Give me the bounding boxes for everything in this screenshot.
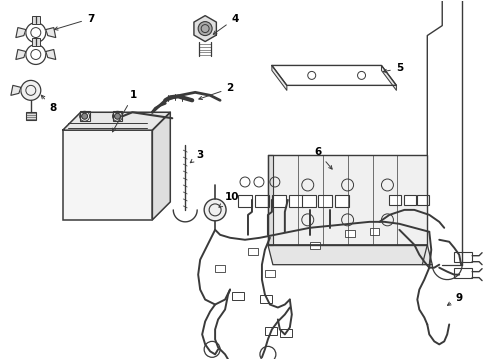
Text: 7: 7	[54, 14, 94, 30]
Bar	[232, 292, 244, 300]
Bar	[317, 195, 331, 207]
Polygon shape	[11, 85, 21, 95]
Polygon shape	[194, 15, 216, 41]
Polygon shape	[271, 66, 286, 90]
Polygon shape	[271, 66, 396, 85]
Polygon shape	[46, 28, 56, 37]
Polygon shape	[152, 112, 170, 220]
Bar	[254, 195, 268, 207]
Text: 8: 8	[41, 95, 56, 113]
Bar	[369, 228, 379, 235]
Bar	[260, 294, 271, 302]
Text: 4: 4	[213, 14, 238, 34]
Polygon shape	[62, 112, 170, 130]
Polygon shape	[267, 155, 427, 245]
Polygon shape	[267, 155, 272, 245]
Polygon shape	[46, 50, 56, 59]
Polygon shape	[16, 28, 26, 37]
Bar	[309, 242, 319, 249]
Polygon shape	[381, 66, 396, 90]
Text: 3: 3	[190, 150, 203, 163]
Bar	[247, 248, 258, 255]
Text: 9: 9	[447, 293, 462, 305]
Polygon shape	[267, 245, 431, 265]
Bar	[80, 111, 89, 121]
Bar	[279, 329, 291, 337]
Circle shape	[203, 199, 225, 221]
Text: 2: 2	[199, 84, 233, 100]
Bar	[404, 195, 415, 205]
Circle shape	[114, 113, 120, 119]
Bar	[453, 252, 471, 262]
Bar	[271, 195, 285, 207]
Bar	[215, 265, 224, 272]
Bar	[112, 111, 122, 121]
Text: 1: 1	[112, 90, 137, 132]
Polygon shape	[16, 50, 26, 59]
Bar	[264, 270, 274, 276]
Bar	[264, 328, 276, 336]
Text: 5: 5	[383, 63, 402, 73]
Bar	[26, 112, 36, 120]
Bar	[334, 195, 348, 207]
Text: 10: 10	[219, 192, 239, 207]
Bar	[32, 37, 40, 45]
Bar	[238, 195, 251, 207]
Text: 6: 6	[313, 147, 331, 169]
Bar	[32, 15, 40, 24]
Bar	[301, 195, 315, 207]
Circle shape	[81, 113, 87, 119]
Bar	[62, 130, 152, 220]
Circle shape	[198, 22, 212, 36]
Bar	[453, 268, 471, 278]
Circle shape	[21, 80, 41, 100]
Bar	[416, 195, 428, 205]
Bar	[344, 230, 354, 237]
Bar	[388, 195, 401, 205]
Bar	[288, 195, 302, 207]
